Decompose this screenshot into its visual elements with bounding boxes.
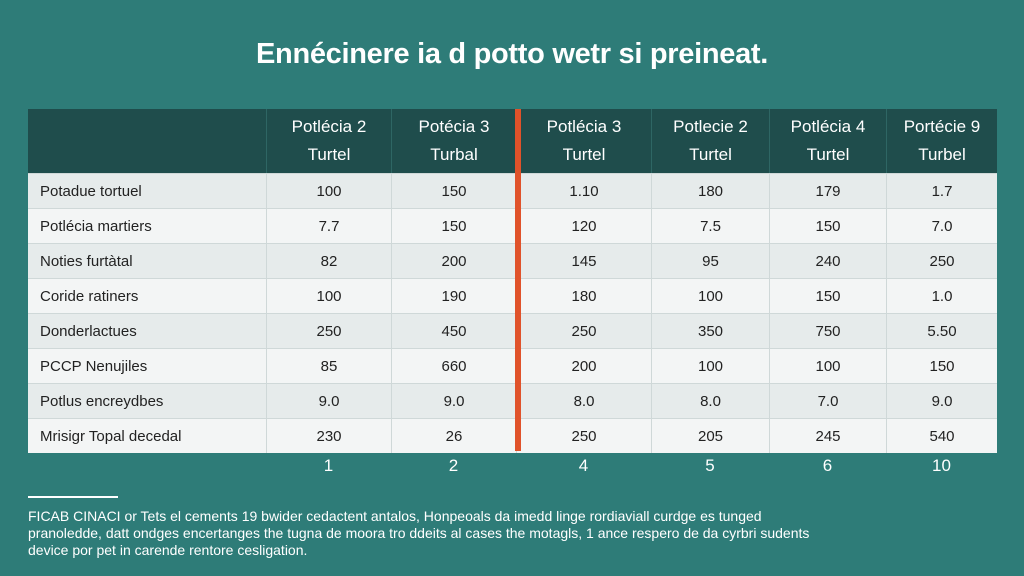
data-table: Potlécia 2 Turtel Potécia 3 Turbal Potlé…	[28, 109, 997, 453]
table-row: Potlus encreydbes 9.0 9.0 8.0 8.0 7.0 9.0	[28, 383, 997, 418]
table-cell: 100	[266, 279, 391, 313]
table-cell: 660	[391, 349, 516, 383]
table-cell: 5.50	[886, 314, 997, 348]
table-cell: 250	[886, 244, 997, 278]
table-cell: 1.0	[886, 279, 997, 313]
column-header: Potécia 3 Turbal	[391, 109, 516, 173]
table-cell: 8.0	[651, 384, 769, 418]
table-cell: 1.10	[516, 174, 651, 208]
table-cell: 150	[769, 209, 886, 243]
column-header: Potlécia 4 Turtel	[769, 109, 886, 173]
table-cell: 250	[266, 314, 391, 348]
footnote-text: FICAB CINACI or Tets el cements 19 bwide…	[28, 508, 810, 558]
row-label: Potlécia martiers	[40, 217, 152, 235]
table-cell: 150	[391, 209, 516, 243]
table-cell: 750	[769, 314, 886, 348]
column-header-line2: Turbel	[918, 145, 966, 164]
column-header-line1: Portécie 9	[903, 117, 981, 136]
table-cell: 1.7	[886, 174, 997, 208]
table-cell: 7.7	[266, 209, 391, 243]
column-header-line2: Turbal	[430, 145, 478, 164]
table-cell: 350	[651, 314, 769, 348]
column-header-line2: Turtel	[689, 145, 732, 164]
column-header: Potlecie 2 Turtel	[651, 109, 769, 173]
column-header-line1: Potlecie 2	[673, 117, 748, 136]
column-header: Potlécia 2 Turtel	[266, 109, 391, 173]
table-cell: 230	[266, 419, 391, 453]
row-label: Potlus encreydbes	[40, 392, 164, 410]
table-cell: 85	[266, 349, 391, 383]
table-cell: 450	[391, 314, 516, 348]
table-row: Noties furtàtal 82 200 145 95 240 250	[28, 243, 997, 278]
table-cell: 200	[516, 349, 651, 383]
footer-number: 4	[578, 456, 589, 475]
table-cell: 26	[391, 419, 516, 453]
column-header-line1: Potlécia 4	[790, 117, 866, 136]
row-label: Potadue tortuel	[40, 182, 142, 200]
column-header-line1: Potlécia 2	[291, 117, 367, 136]
row-label: Noties furtàtal	[40, 252, 133, 270]
table-cell: 150	[769, 279, 886, 313]
table-header-row: Potlécia 2 Turtel Potécia 3 Turbal Potlé…	[28, 109, 997, 173]
table-cell: 145	[516, 244, 651, 278]
row-label: PCCP Nenujiles	[40, 357, 148, 375]
column-header: Potlécia 3 Turtel	[516, 109, 651, 173]
table-cell: 9.0	[391, 384, 516, 418]
footer-number: 1	[323, 456, 334, 475]
row-label: Mrisigr Topal decedal	[40, 427, 182, 445]
table-cell: 100	[769, 349, 886, 383]
table-cell: 9.0	[266, 384, 391, 418]
table-row: Potadue tortuel 100 150 1.10 180 179 1.7	[28, 173, 997, 208]
table-row: Donderlactues 250 450 250 350 750 5.50	[28, 313, 997, 348]
table-cell: 9.0	[886, 384, 997, 418]
table-cell: 100	[266, 174, 391, 208]
table-cell: 8.0	[516, 384, 651, 418]
table-cell: 7.5	[651, 209, 769, 243]
footer-spacer	[28, 454, 266, 478]
column-header-line2: Turtel	[806, 145, 850, 164]
column-header-line2: Turtel	[562, 145, 606, 164]
footer-number: 10	[932, 456, 951, 475]
page-title: Ennécinere ia d potto wetr si preineat.	[255, 38, 769, 70]
table-cell: 190	[391, 279, 516, 313]
footer-number-row: 1 2 4 5 6 10	[28, 454, 997, 478]
table-row: Mrisigr Topal decedal 230 26 250 205 245 540	[28, 418, 997, 453]
table-row: PCCP Nenujiles 85 660 200 100 100 150	[28, 348, 997, 383]
header-corner-cell	[28, 109, 266, 173]
table-row: Coride ratiners 100 190 180 100 150 1.0	[28, 278, 997, 313]
table-cell: 540	[886, 419, 997, 453]
footer-number: 6	[822, 456, 833, 475]
footer-number: 2	[448, 456, 459, 475]
table-cell: 82	[266, 244, 391, 278]
column-header-line2: Turtel	[307, 145, 351, 164]
footnote-rule	[28, 496, 118, 498]
table-cell: 200	[391, 244, 516, 278]
row-label: Donderlactues	[40, 322, 137, 340]
table-body: Potadue tortuel 100 150 1.10 180 179 1.7 Potléc…	[28, 173, 997, 453]
row-label: Coride ratiners	[40, 287, 139, 305]
table-cell: 240	[769, 244, 886, 278]
table-cell: 150	[391, 174, 516, 208]
column-header: Portécie 9 Turbel	[886, 109, 997, 173]
table-cell: 95	[651, 244, 769, 278]
column-header-line1: Potlécia 3	[546, 117, 622, 136]
column-header-line1: Potécia 3	[418, 117, 490, 136]
table-cell: 245	[769, 419, 886, 453]
table-cell: 180	[651, 174, 769, 208]
table-cell: 100	[651, 349, 769, 383]
table-cell: 180	[516, 279, 651, 313]
footer-number: 5	[705, 456, 715, 475]
table-cell: 120	[516, 209, 651, 243]
table-cell: 205	[651, 419, 769, 453]
table-cell: 250	[516, 314, 651, 348]
table-cell: 150	[886, 349, 997, 383]
table-row: Potlécia martiers 7.7 150 120 7.5 150 7.0	[28, 208, 997, 243]
table-cell: 100	[651, 279, 769, 313]
table-cell: 250	[516, 419, 651, 453]
table-cell: 179	[769, 174, 886, 208]
accent-divider-line	[515, 109, 521, 451]
table-cell: 7.0	[886, 209, 997, 243]
table-cell: 7.0	[769, 384, 886, 418]
